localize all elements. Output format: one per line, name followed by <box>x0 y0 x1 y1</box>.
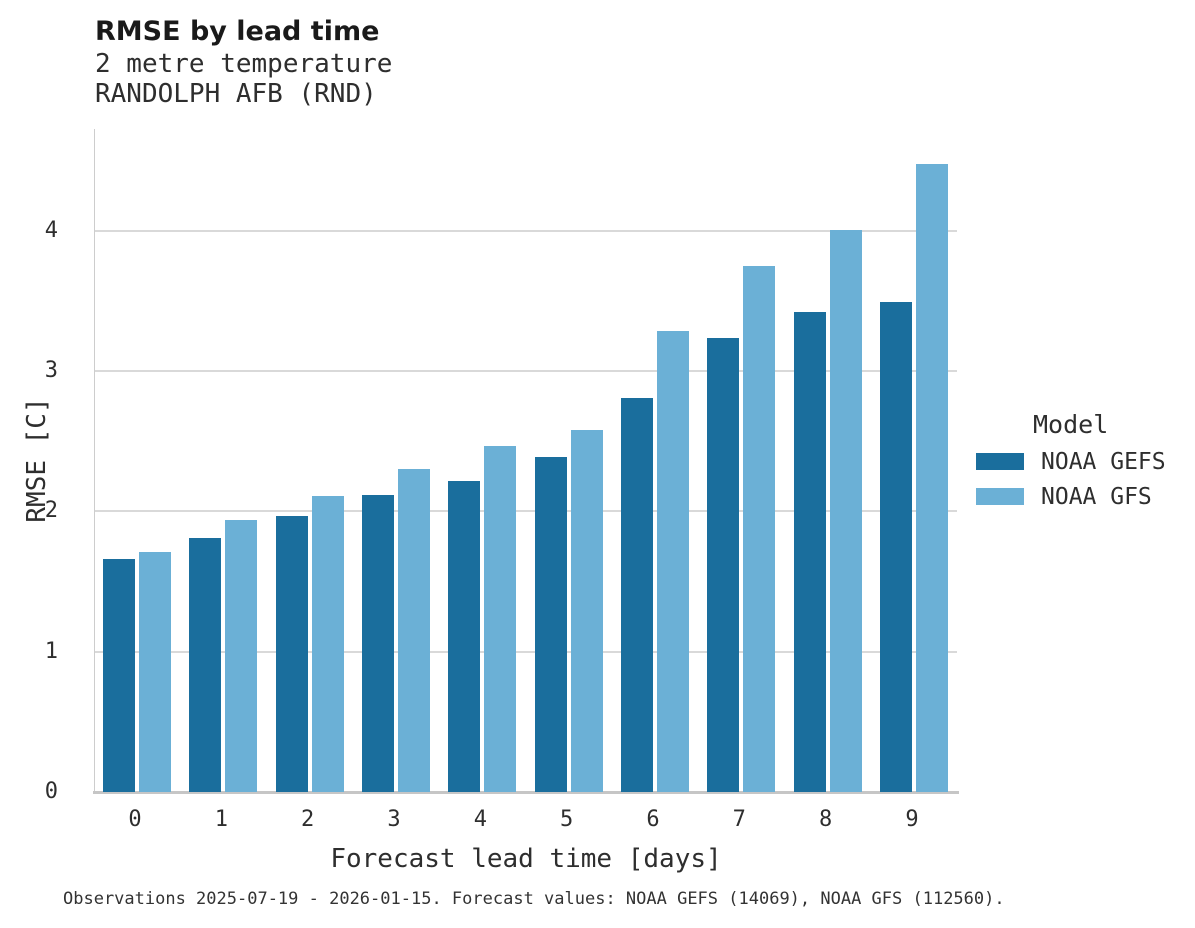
bar-noaa-gefs-day-6 <box>620 398 653 792</box>
x-tick-0: 0 <box>128 807 142 832</box>
x-tick-3: 3 <box>387 807 401 832</box>
bar-noaa-gfs-day-6 <box>656 331 689 792</box>
bar-noaa-gfs-day-9 <box>915 164 948 792</box>
legend-label-noaa-gefs: NOAA GEFS <box>1041 448 1166 475</box>
x-tick-6: 6 <box>646 807 660 832</box>
bar-noaa-gefs-day-9 <box>879 302 912 792</box>
gridline-y-1 <box>95 650 957 653</box>
bar-noaa-gfs-day-4 <box>484 446 517 792</box>
legend: Model NOAA GEFS NOAA GFS <box>976 410 1191 523</box>
bar-noaa-gefs-day-5 <box>534 457 567 792</box>
legend-swatch-noaa-gfs <box>976 488 1024 505</box>
chart-subtitle-station: RANDOLPH AFB (RND) <box>95 79 377 109</box>
x-axis-label: Forecast lead time [days] <box>330 844 722 874</box>
gridline-y-2 <box>95 510 957 513</box>
x-tick-2: 2 <box>301 807 315 832</box>
bar-noaa-gfs-day-8 <box>829 230 862 792</box>
x-tick-8: 8 <box>819 807 833 832</box>
x-tick-5: 5 <box>560 807 574 832</box>
x-tick-1: 1 <box>214 807 228 832</box>
y-tick-1: 1 <box>44 638 58 664</box>
legend-item-noaa-gefs: NOAA GEFS <box>976 449 1191 475</box>
x-axis-spine <box>93 791 959 794</box>
y-tick-4: 4 <box>44 217 58 243</box>
legend-title: Model <box>1033 410 1109 439</box>
y-tick-0: 0 <box>44 779 58 804</box>
legend-item-noaa-gfs: NOAA GFS <box>976 484 1191 510</box>
footer-caption: Observations 2025-07-19 - 2026-01-15. Fo… <box>63 889 1005 909</box>
x-tick-9: 9 <box>905 807 919 832</box>
bar-noaa-gfs-day-3 <box>397 469 430 792</box>
bar-noaa-gefs-day-2 <box>275 516 308 792</box>
bar-noaa-gefs-day-0 <box>103 559 135 792</box>
bar-noaa-gfs-day-2 <box>311 496 344 792</box>
y-tick-3: 3 <box>44 358 58 384</box>
legend-swatch-noaa-gefs <box>976 453 1024 470</box>
bar-noaa-gefs-day-3 <box>361 495 394 792</box>
x-tick-4: 4 <box>473 807 487 832</box>
x-tick-7: 7 <box>732 807 746 832</box>
bar-noaa-gfs-day-1 <box>225 520 258 792</box>
gridline-y-4 <box>95 229 957 232</box>
chart-subtitle-variable: 2 metre temperature <box>95 49 393 79</box>
bar-noaa-gfs-day-0 <box>139 552 171 792</box>
bar-noaa-gefs-day-7 <box>707 338 740 792</box>
bar-noaa-gefs-day-8 <box>793 312 826 792</box>
x-axis-tick-labels: 0 1 2 3 4 5 6 7 8 9 <box>95 806 957 836</box>
plot-area <box>95 129 957 792</box>
y-axis-tick-labels: 0 1 2 3 4 <box>0 129 78 804</box>
chart-title: RMSE by lead time <box>95 16 380 47</box>
legend-label-noaa-gfs: NOAA GFS <box>1041 483 1152 510</box>
bar-noaa-gfs-day-7 <box>743 266 776 792</box>
bar-noaa-gefs-day-1 <box>189 538 222 792</box>
gridline-y-3 <box>95 370 957 373</box>
bar-noaa-gefs-day-4 <box>448 481 481 792</box>
bar-noaa-gfs-day-5 <box>570 430 603 792</box>
y-tick-2: 2 <box>44 498 58 524</box>
